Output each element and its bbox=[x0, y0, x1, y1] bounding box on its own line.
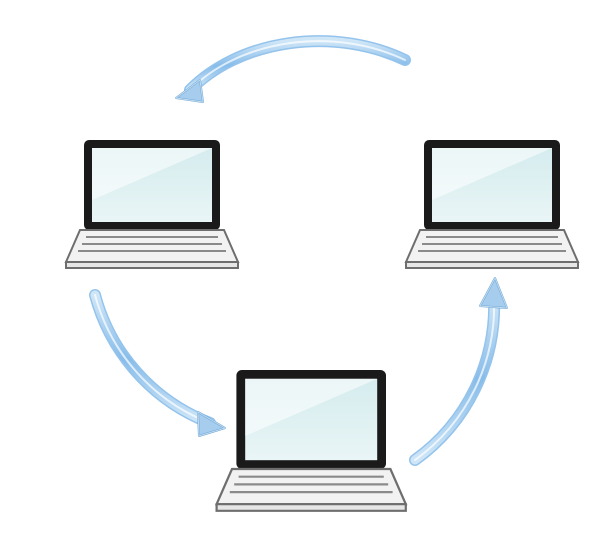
laptop-top-left bbox=[66, 140, 238, 268]
arrow-left-down bbox=[95, 295, 225, 436]
laptop-bottom bbox=[217, 370, 406, 511]
laptop-icon bbox=[406, 140, 578, 268]
network-diagram bbox=[0, 0, 600, 534]
arrow-top bbox=[176, 41, 405, 102]
laptop-top-right bbox=[406, 140, 578, 268]
arrow-right-up bbox=[415, 278, 507, 460]
laptop-icon bbox=[217, 370, 406, 511]
laptop-icon bbox=[66, 140, 238, 268]
